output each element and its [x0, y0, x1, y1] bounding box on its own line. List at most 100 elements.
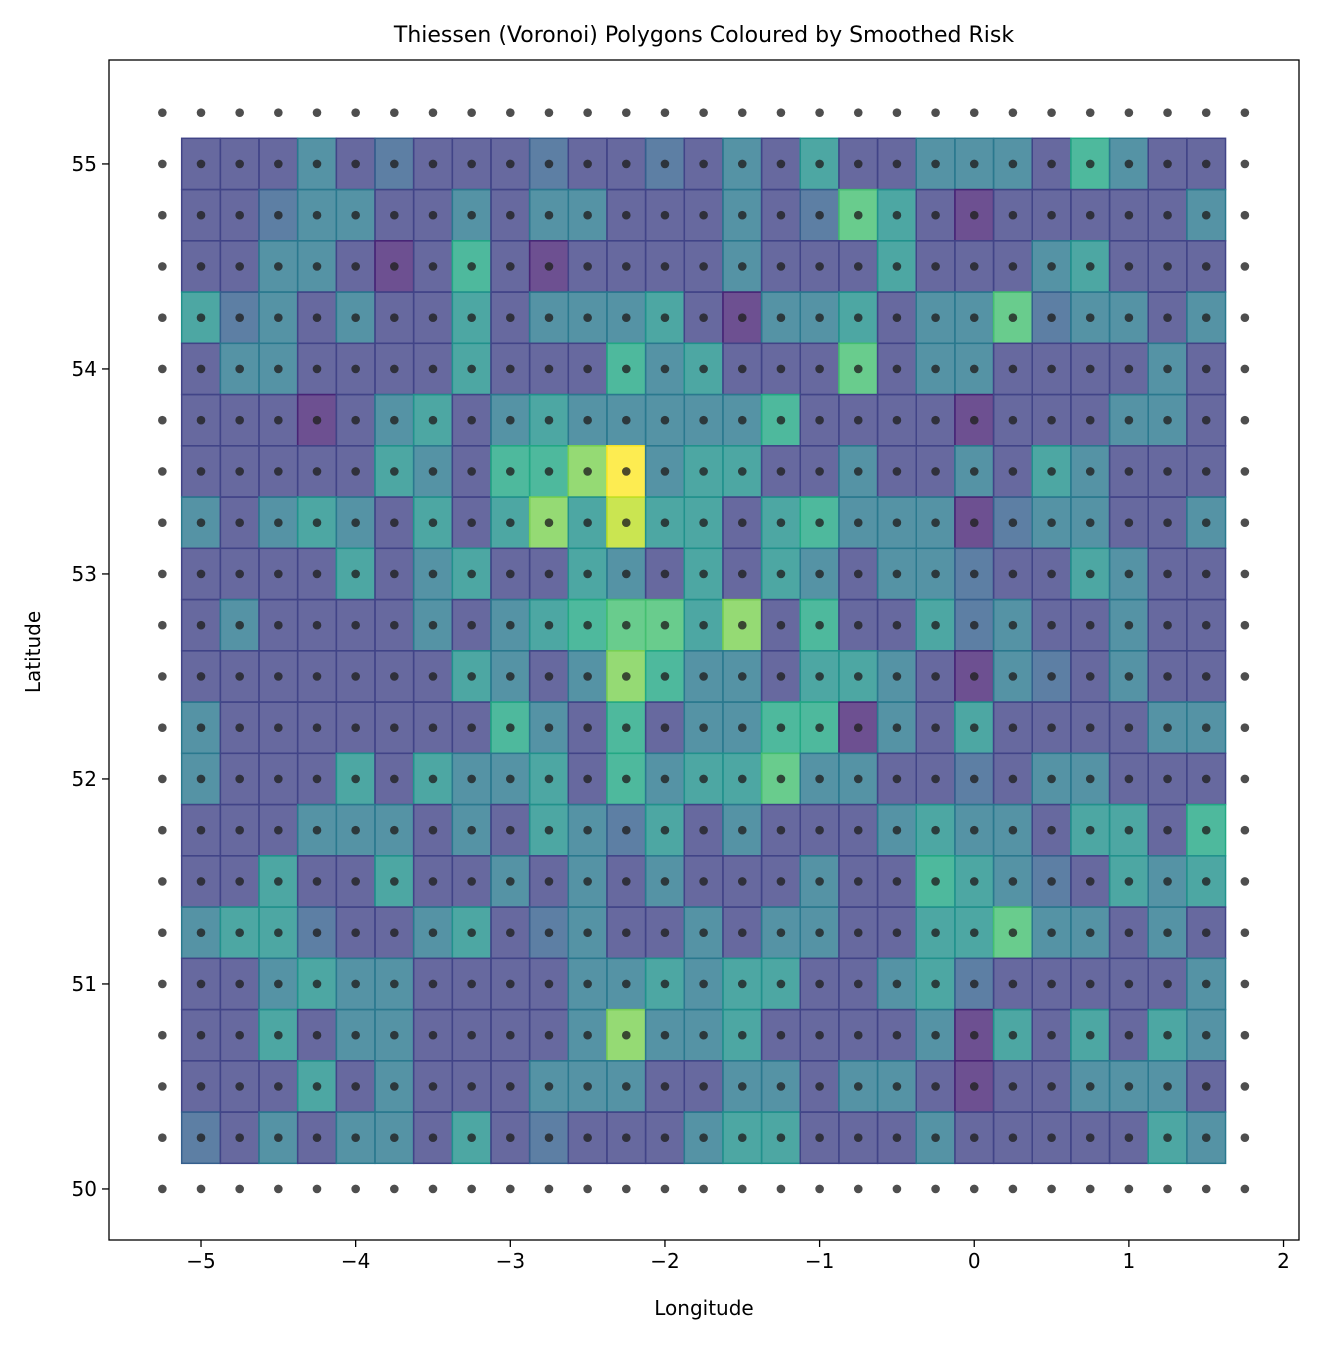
sample-point	[853, 825, 863, 835]
sample-point	[1085, 415, 1095, 425]
sample-point	[892, 620, 902, 630]
sample-point	[428, 364, 438, 374]
sample-point	[312, 518, 322, 527]
sample-point	[428, 262, 438, 271]
sample-point	[467, 159, 476, 169]
sample-point	[274, 313, 283, 322]
sample-point	[1240, 467, 1250, 476]
sample-point	[1163, 928, 1172, 937]
sample-point	[969, 620, 979, 630]
sample-point	[776, 723, 786, 732]
voronoi-cell	[915, 1060, 956, 1113]
sample-point	[506, 825, 515, 835]
sample-point	[390, 877, 399, 886]
sample-point	[931, 262, 940, 271]
sample-point	[892, 159, 902, 169]
sample-point	[1124, 467, 1134, 476]
sample-point	[1124, 928, 1134, 937]
sample-point	[158, 262, 167, 271]
sample-point	[892, 467, 902, 476]
sample-point	[235, 928, 244, 937]
sample-point	[892, 825, 902, 835]
sample-point	[506, 877, 515, 886]
sample-point	[312, 1030, 322, 1040]
sample-point	[274, 159, 283, 169]
sample-point	[699, 672, 708, 681]
voronoi-cell	[335, 1111, 376, 1165]
sample-point	[544, 569, 554, 579]
sample-point	[1124, 262, 1134, 271]
sample-point	[158, 877, 167, 886]
x-tick-label: −4	[341, 1249, 370, 1273]
sample-point	[544, 877, 554, 886]
sample-point	[1201, 569, 1211, 579]
sample-point	[737, 518, 747, 527]
sample-point	[1163, 364, 1172, 374]
voronoi-cell	[722, 598, 763, 652]
sample-point	[390, 415, 399, 425]
sample-point	[1240, 1082, 1250, 1091]
sample-point	[892, 774, 902, 784]
voronoi-cell	[1031, 1111, 1072, 1165]
sample-point	[660, 1030, 670, 1040]
sample-point	[853, 928, 863, 937]
sample-point	[544, 210, 554, 220]
sample-point	[351, 774, 360, 784]
sample-point	[815, 159, 824, 169]
sample-point	[1240, 928, 1250, 937]
sample-point	[467, 1030, 476, 1040]
sample-point	[1124, 723, 1134, 732]
sample-point	[892, 1184, 902, 1194]
sample-point	[1085, 928, 1095, 937]
sample-point	[853, 364, 863, 374]
x-tick-label: 0	[968, 1249, 981, 1273]
voronoi-cell	[992, 906, 1033, 960]
sample-point	[196, 313, 206, 322]
sample-point	[158, 415, 167, 425]
sample-point	[235, 467, 244, 476]
sample-point	[931, 825, 940, 835]
sample-point	[699, 210, 708, 220]
sample-point	[235, 313, 244, 322]
sample-point	[544, 262, 554, 271]
sample-point	[969, 774, 979, 784]
sample-point	[235, 108, 244, 117]
sample-point	[776, 877, 786, 886]
sample-point	[390, 620, 399, 630]
sample-point	[1163, 672, 1172, 681]
sample-point	[1201, 877, 1211, 886]
sample-point	[583, 262, 592, 271]
sample-point	[1008, 467, 1018, 476]
sample-point	[699, 723, 708, 732]
sample-point	[583, 825, 592, 835]
sample-point	[969, 262, 979, 271]
sample-point	[1240, 569, 1250, 579]
voronoi-cell	[528, 803, 570, 857]
sample-point	[390, 979, 399, 989]
sample-point	[544, 672, 554, 681]
sample-point	[312, 1184, 322, 1194]
sample-point	[428, 928, 438, 937]
sample-point	[699, 108, 708, 117]
sample-point	[235, 774, 244, 784]
sample-point	[621, 1030, 631, 1040]
sample-point	[312, 313, 322, 322]
sample-point	[583, 467, 592, 476]
sample-point	[583, 415, 592, 425]
sample-point	[1201, 313, 1211, 322]
sample-point	[544, 723, 554, 732]
sample-point	[583, 928, 592, 937]
sample-point	[660, 620, 670, 630]
sample-point	[274, 825, 283, 835]
sample-point	[1085, 364, 1095, 374]
sample-point	[931, 1082, 940, 1091]
sample-point	[274, 415, 283, 425]
sample-point	[158, 928, 167, 937]
sample-point	[196, 979, 206, 989]
sample-point	[467, 723, 476, 732]
sample-point	[583, 159, 592, 169]
voronoi-cell	[838, 906, 879, 960]
voronoi-cell	[1186, 1060, 1227, 1113]
sample-point	[1201, 467, 1211, 476]
sample-point	[1240, 672, 1250, 681]
